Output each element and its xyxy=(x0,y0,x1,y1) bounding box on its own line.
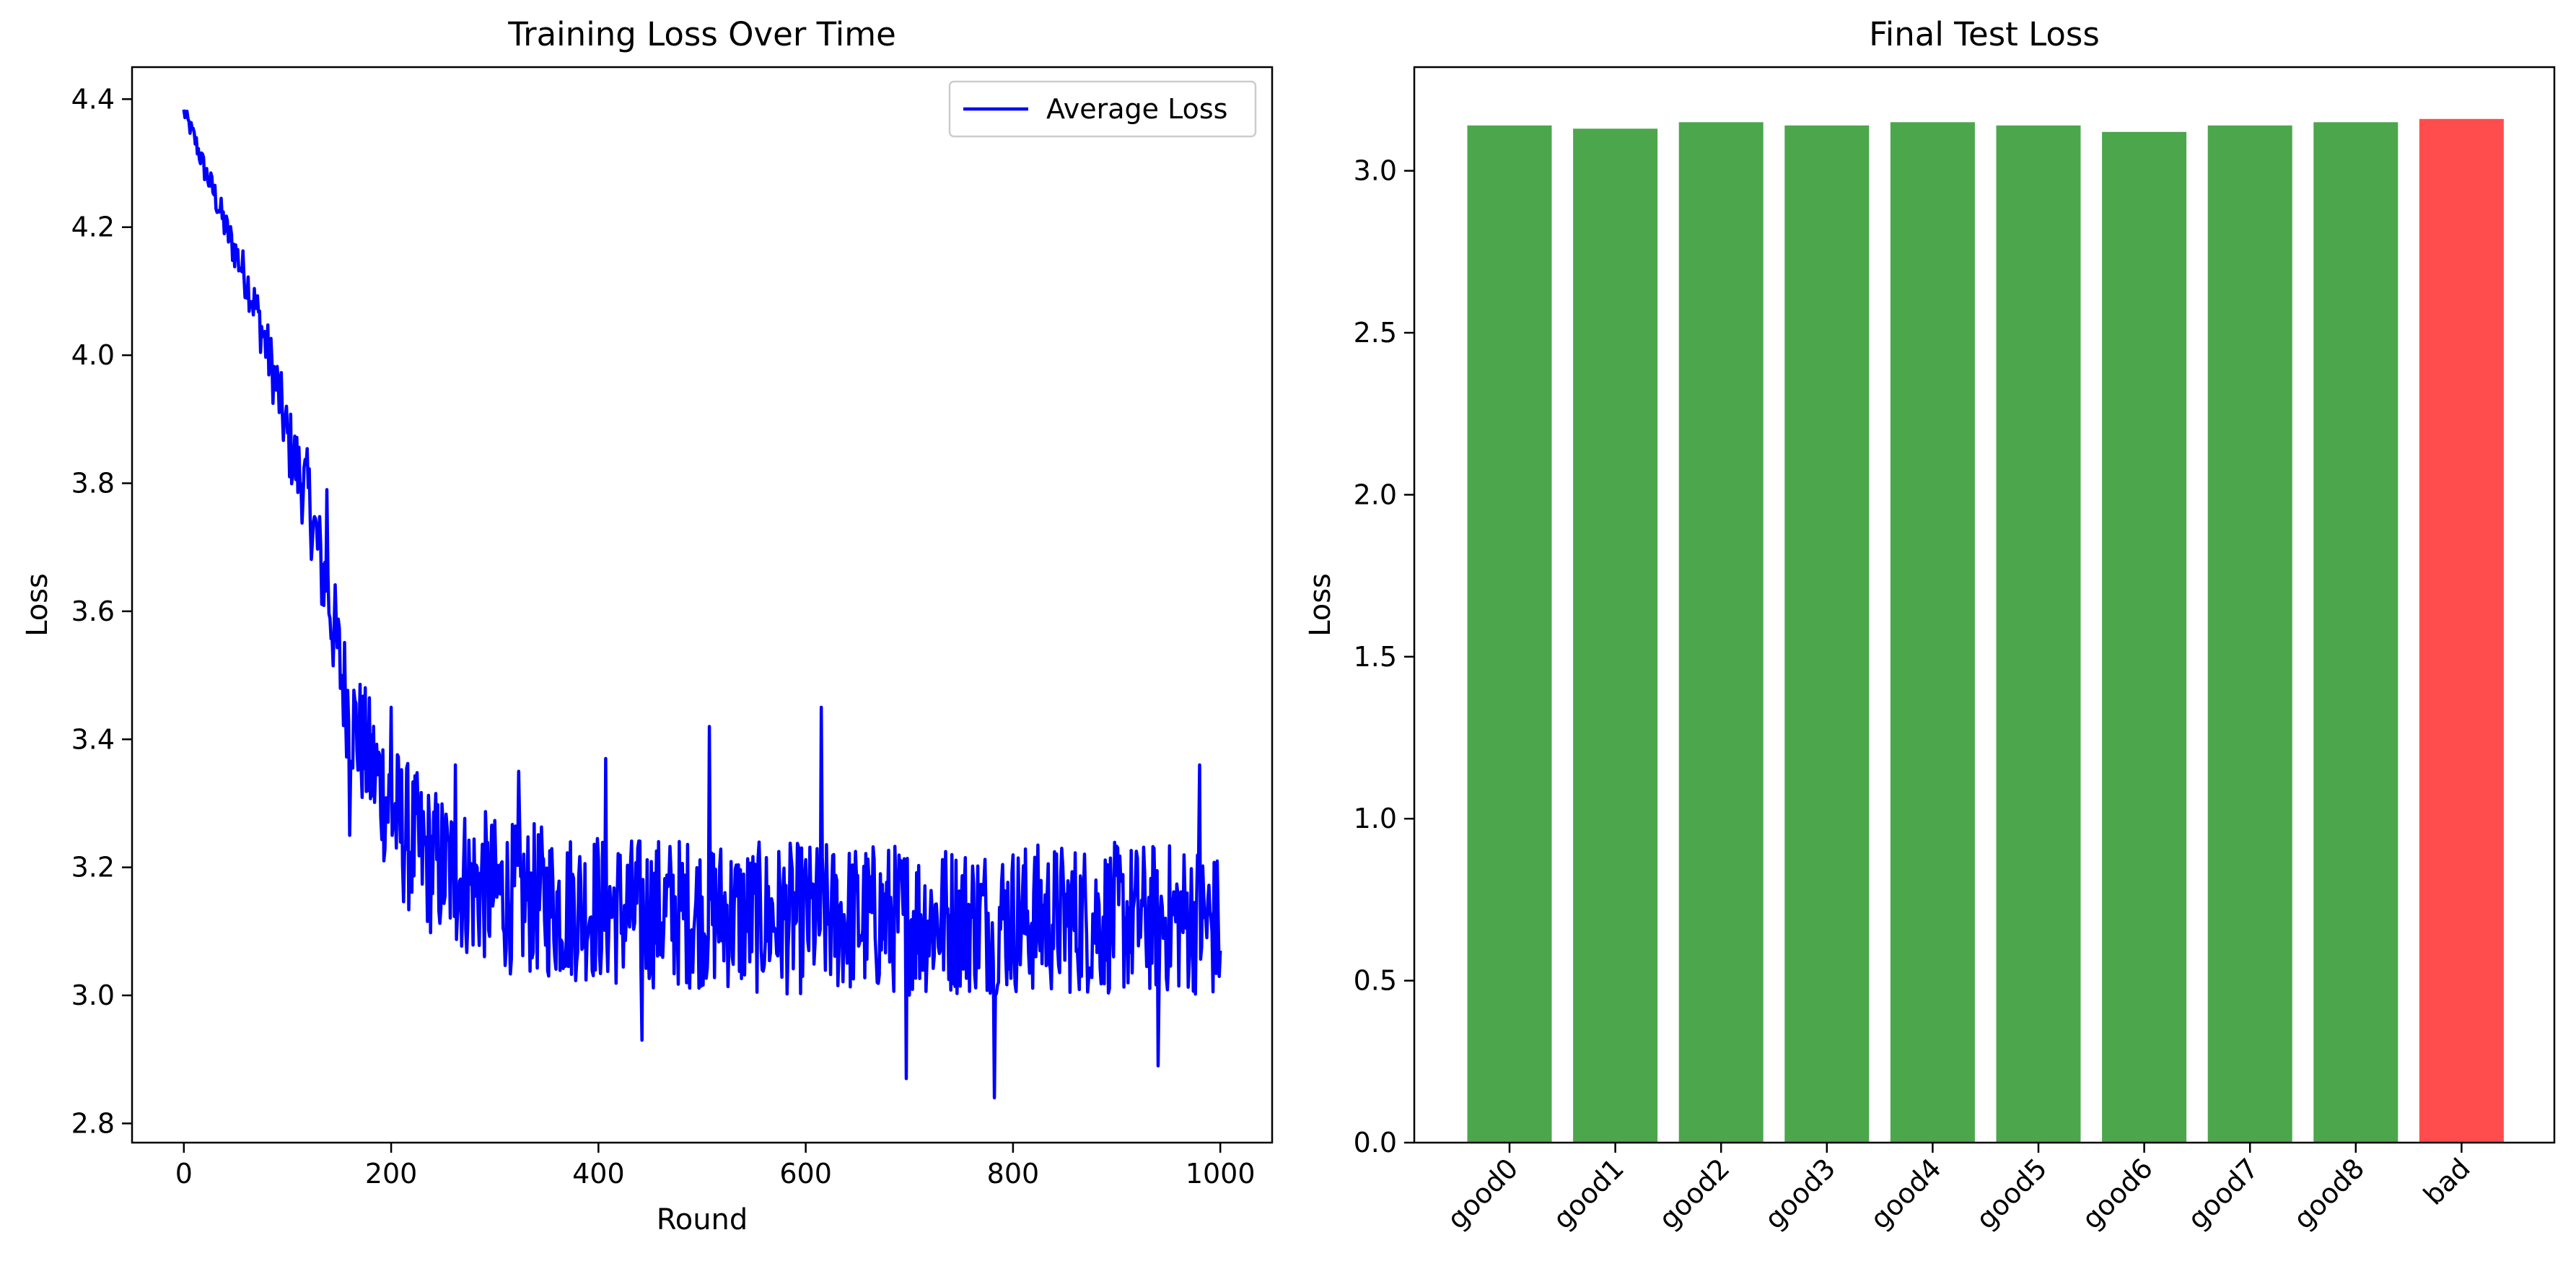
plot-frame xyxy=(131,66,1274,1144)
y-tick-label: 3.0 xyxy=(1354,155,1397,187)
bar-good2 xyxy=(1678,122,1764,1143)
y-tick-label: 2.8 xyxy=(71,1107,115,1139)
x-tick-label: 400 xyxy=(572,1158,625,1190)
x-tick-label: 800 xyxy=(987,1158,1040,1190)
series-line-average-loss xyxy=(182,109,1222,1100)
x-tick-label: 1000 xyxy=(1186,1158,1256,1190)
chart-title: Training Loss Over Time xyxy=(507,15,896,53)
y-tick-label: 1.5 xyxy=(1354,641,1397,673)
chart-title: Final Test Loss xyxy=(1869,15,2100,53)
legend-label-average-loss: Average Loss xyxy=(1046,93,1227,125)
legend-frame xyxy=(948,80,1257,138)
x-tick-label: 200 xyxy=(365,1158,418,1190)
bar-good8 xyxy=(2313,122,2398,1143)
y-tick-label: 3.2 xyxy=(71,852,115,883)
bar-good3 xyxy=(1784,125,1870,1143)
y-tick-label: 4.4 xyxy=(71,83,115,115)
y-axis-ticks: 0.0 0.5 1.0 1.5 2.0 2.5 3.0 xyxy=(1354,155,1414,1159)
legend: Average Loss xyxy=(948,80,1257,138)
plot-frame xyxy=(1413,66,2556,1144)
y-tick-label: 4.2 xyxy=(71,211,115,243)
y-tick-label: 3.0 xyxy=(71,980,115,1011)
bar-good4 xyxy=(1890,122,1975,1143)
y-axis-ticks: 2.8 3.0 3.2 3.4 3.6 3.8 4.0 4.2 4.4 xyxy=(71,83,132,1139)
y-tick-label: 3.8 xyxy=(71,467,115,499)
y-tick-label: 2.5 xyxy=(1354,317,1397,349)
bar-good1 xyxy=(1573,128,1658,1143)
y-axis-label: Loss xyxy=(21,573,54,637)
y-tick-label: 3.6 xyxy=(71,595,115,627)
y-axis-label: Loss xyxy=(1304,573,1337,637)
y-tick-label: 4.0 xyxy=(71,339,115,371)
x-tick-label: 0 xyxy=(175,1158,193,1190)
bar-good7 xyxy=(2207,125,2292,1143)
bar-good6 xyxy=(2102,131,2187,1143)
x-axis-label: Round xyxy=(657,1203,748,1236)
x-tick-label: 600 xyxy=(779,1158,832,1190)
bar-good0 xyxy=(1467,125,1552,1143)
y-tick-label: 3.4 xyxy=(71,723,115,755)
y-tick-label: 1.0 xyxy=(1354,803,1397,834)
training-loss-chart: Training Loss Over Time 2.8 3.0 3.2 3.4 3.6 3… xyxy=(21,15,1274,1236)
final-test-loss-chart: Final Test Loss 0.00.51.01.52.02.53.0 go… xyxy=(1304,15,2556,1235)
bar-bad xyxy=(2419,118,2504,1143)
y-tick-label: 0.0 xyxy=(1354,1127,1397,1159)
y-tick-label: 2.0 xyxy=(1354,479,1397,510)
y-tick-label: 0.5 xyxy=(1354,965,1397,997)
bars xyxy=(1467,118,2504,1143)
bar-good5 xyxy=(1996,125,2081,1143)
x-axis-ticks: 0 200 400 600 800 1000 xyxy=(175,1143,1256,1190)
